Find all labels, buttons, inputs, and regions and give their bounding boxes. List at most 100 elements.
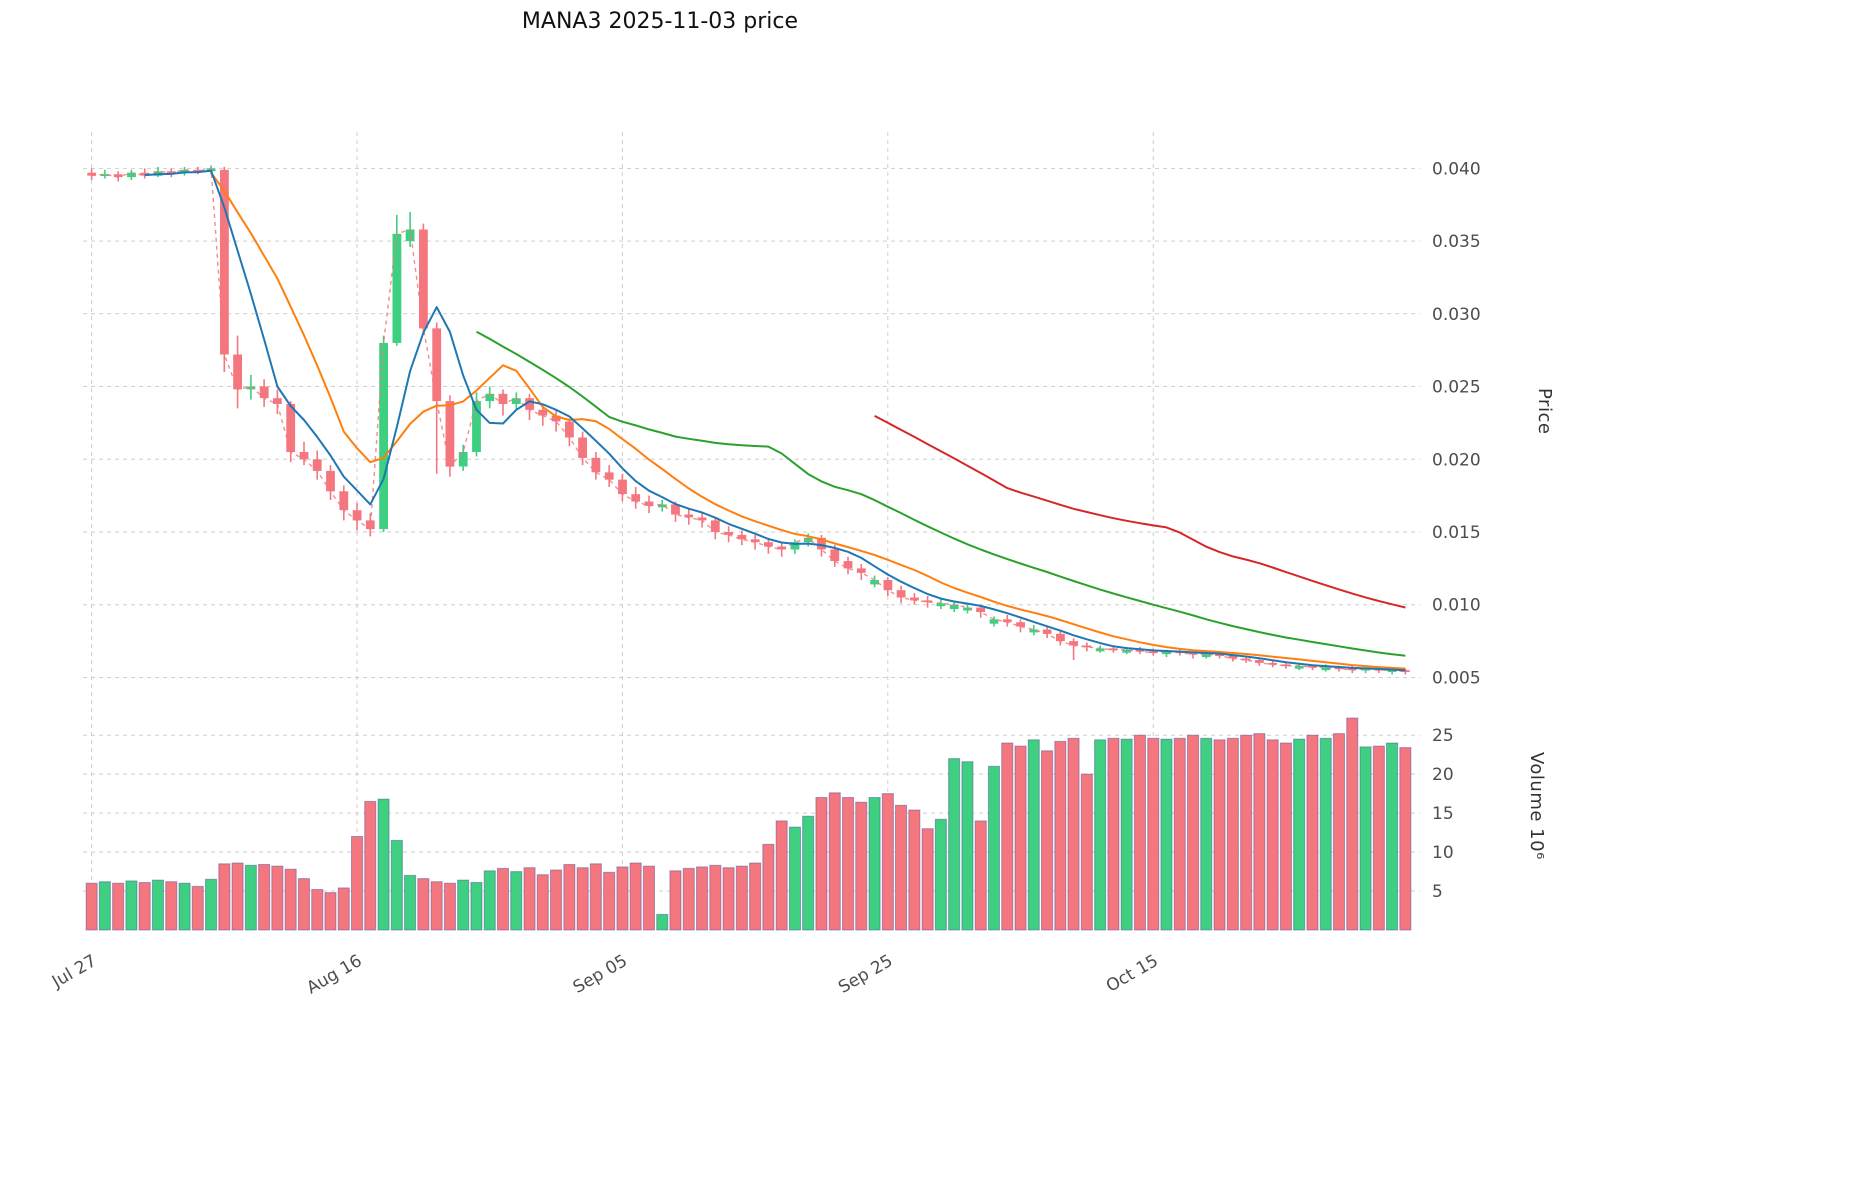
candle-body [830, 549, 840, 562]
candle-body [578, 437, 587, 458]
volume-bar [138, 882, 151, 931]
candle-body [419, 229, 428, 329]
price-tick-label: 0.020 [1432, 450, 1481, 470]
volume-bar [1027, 739, 1040, 931]
volume-bar [404, 874, 417, 931]
candle-body [312, 459, 322, 471]
ma30-line [476, 330, 1406, 657]
candle-body [472, 401, 481, 452]
candle-body [936, 603, 946, 607]
price-tick-label: 0.010 [1432, 596, 1481, 616]
volume-axis-label: Volume 10⁶ [1526, 752, 1547, 860]
volume-bar [815, 797, 828, 931]
volume-bar [908, 809, 921, 931]
volume-bar [417, 878, 430, 931]
candle-body [1002, 619, 1012, 623]
candle-body [352, 510, 362, 521]
candle-body [710, 520, 720, 532]
volume-bar [974, 820, 987, 931]
volume-bar [98, 881, 111, 931]
volume-bar [351, 836, 364, 931]
candle-body [180, 169, 189, 173]
volume-bar [364, 800, 377, 931]
volume-bar [1279, 742, 1293, 931]
candle-body [591, 457, 601, 473]
candle-body [790, 542, 800, 550]
close-price-dashed-line [91, 167, 1406, 673]
x-tick-label: Sep 05 [570, 951, 631, 998]
x-tick-label: Aug 16 [303, 951, 365, 998]
candle-body [604, 472, 614, 480]
volume-bar [868, 797, 881, 931]
candle-body [657, 504, 667, 508]
volume-bar [443, 882, 456, 931]
candle-body [910, 597, 919, 601]
candle-body [989, 619, 999, 624]
candle-body [525, 398, 534, 410]
candle-body [1162, 651, 1171, 655]
volume-bar [151, 879, 164, 931]
candle-body [1228, 655, 1238, 659]
volume-bar [961, 761, 974, 931]
volume-bar [1133, 734, 1147, 931]
candle-body [1255, 660, 1264, 663]
candle-body [949, 604, 959, 610]
volume-bar [563, 864, 576, 931]
volume-bar [828, 792, 841, 931]
volume-bar [1359, 746, 1372, 931]
candle-body [273, 398, 282, 404]
candle-body [392, 233, 402, 343]
candle-body [1361, 668, 1370, 671]
volume-bar [1226, 737, 1239, 931]
volume-bar [682, 867, 695, 931]
volume-bar [390, 839, 403, 931]
candle-body [963, 607, 972, 611]
volume-bar [589, 863, 602, 931]
candle-body [365, 520, 375, 530]
candle-body [445, 401, 455, 467]
volume-bar [1160, 738, 1173, 931]
candle-body [1016, 622, 1025, 627]
ma10-line [210, 172, 1406, 670]
volume-bar [1332, 733, 1346, 931]
volume-bar [1187, 734, 1200, 931]
candle-body [1082, 645, 1092, 648]
candle-body [1201, 654, 1211, 658]
volume-bar [1200, 737, 1213, 931]
volume-bar [603, 871, 616, 931]
candle-body [1387, 670, 1397, 672]
x-tick-label: Oct 15 [1103, 951, 1162, 997]
candle-body [843, 561, 853, 569]
candle-body [498, 393, 508, 404]
volume-bar [496, 867, 509, 931]
candle-body [1056, 633, 1065, 642]
volume-bar [1399, 747, 1412, 931]
volume-bar [536, 874, 549, 931]
volume-bar [1306, 734, 1319, 931]
volume-bar [178, 882, 191, 931]
volume-bar [550, 869, 563, 931]
volume-bar [709, 864, 722, 931]
volume-tick-label: 20 [1432, 765, 1454, 785]
candle-body [1122, 649, 1132, 653]
volume-bar [258, 864, 271, 931]
price-tick-label: 0.025 [1432, 378, 1481, 398]
volume-bar [337, 887, 350, 931]
candle-body [113, 174, 123, 178]
volume-bar [842, 797, 855, 931]
volume-tick-label: 15 [1432, 804, 1454, 824]
candle-body [671, 504, 680, 515]
candle-body [259, 386, 269, 399]
candle-body [551, 415, 561, 422]
candle-body [1029, 629, 1039, 633]
volume-bar [722, 867, 735, 931]
volume-bar [948, 758, 961, 931]
candle-body [299, 452, 309, 460]
candle-body [1042, 629, 1052, 634]
volume-bar [1346, 717, 1359, 931]
chart-title: MANA3 2025-11-03 price [521, 9, 799, 34]
candle-body [923, 600, 933, 603]
volume-bar [1173, 737, 1186, 931]
volume-bar [1266, 739, 1279, 931]
